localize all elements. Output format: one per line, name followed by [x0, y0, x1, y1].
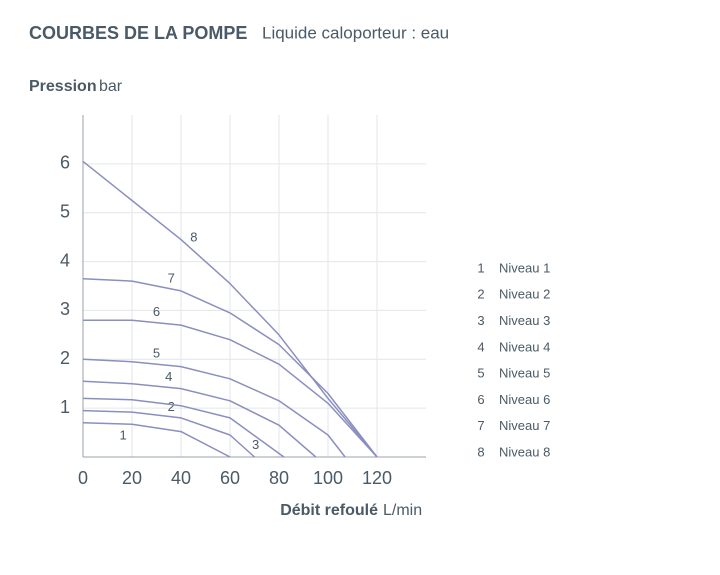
legend-number: 4 — [477, 339, 484, 354]
chart-title: COURBES DE LA POMPE — [29, 23, 247, 43]
chart-subtitle: Liquide caloporteur : eau — [262, 23, 449, 42]
curve-label: 5 — [153, 346, 160, 361]
y-tick-label: 5 — [60, 201, 70, 221]
legend-number: 3 — [477, 313, 484, 328]
pump-curve — [82, 422, 231, 458]
x-tick-label: 20 — [122, 468, 142, 488]
curve-label: 2 — [168, 399, 175, 414]
legend-number: 8 — [477, 445, 484, 460]
curve-label: 4 — [165, 369, 172, 384]
curve-label: 1 — [119, 428, 126, 443]
legend-label: Niveau 5 — [499, 366, 550, 381]
pump-curve — [82, 380, 317, 458]
pump-curve — [82, 358, 346, 458]
legend-label: Niveau 2 — [499, 287, 550, 302]
x-axis-unit: L/min — [383, 502, 422, 519]
y-axis-unit: bar — [99, 78, 123, 95]
curve-label: 3 — [252, 437, 259, 452]
y-tick-label: 1 — [60, 397, 70, 417]
legend-number: 7 — [477, 418, 484, 433]
legend-label: Niveau 8 — [499, 445, 550, 460]
legend-number: 5 — [477, 366, 484, 381]
x-tick-label: 0 — [78, 468, 88, 488]
pump-curve — [82, 397, 285, 458]
legend-number: 1 — [477, 260, 484, 275]
curve-label: 6 — [153, 304, 160, 319]
legend-label: Niveau 4 — [499, 339, 550, 354]
y-axis-label: Pression — [29, 78, 97, 95]
x-tick-label: 100 — [313, 468, 343, 488]
legend-label: Niveau 3 — [499, 313, 550, 328]
x-axis-label: Débit refoulé — [280, 502, 378, 519]
legend-number: 6 — [477, 392, 484, 407]
x-tick-label: 40 — [171, 468, 191, 488]
legend-label: Niveau 1 — [499, 260, 550, 275]
y-tick-label: 2 — [60, 348, 70, 368]
y-tick-label: 4 — [60, 250, 70, 270]
y-tick-label: 6 — [60, 153, 70, 173]
x-tick-label: 80 — [269, 468, 289, 488]
legend-label: Niveau 6 — [499, 392, 550, 407]
x-tick-label: 60 — [220, 468, 240, 488]
legend-label: Niveau 7 — [499, 418, 550, 433]
pump-curve — [83, 319, 378, 458]
curve-label: 7 — [168, 270, 175, 285]
curve-label: 8 — [190, 229, 197, 244]
pump-curve — [82, 277, 378, 458]
y-tick-label: 3 — [60, 299, 70, 319]
legend-number: 2 — [477, 287, 484, 302]
x-tick-label: 120 — [362, 468, 392, 488]
pump-curve — [82, 409, 256, 458]
pump-curve — [82, 160, 378, 458]
